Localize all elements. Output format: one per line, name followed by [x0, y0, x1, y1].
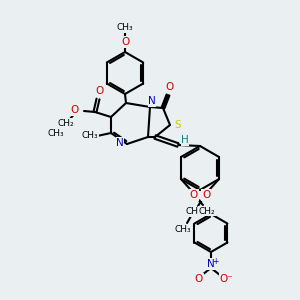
Text: O: O — [96, 86, 104, 96]
Text: CH₂: CH₂ — [58, 118, 74, 127]
Text: CH₂: CH₂ — [199, 206, 215, 215]
Text: O: O — [195, 274, 203, 284]
Text: O: O — [190, 190, 198, 200]
Text: N: N — [148, 96, 156, 106]
Text: CH₃: CH₃ — [117, 23, 133, 32]
Text: CH₂: CH₂ — [186, 208, 202, 217]
Text: CH₃: CH₃ — [48, 128, 64, 137]
Text: +: + — [212, 256, 218, 266]
Text: O: O — [165, 82, 173, 92]
Text: H: H — [181, 135, 189, 145]
Text: O: O — [71, 105, 79, 115]
Text: S: S — [175, 120, 181, 130]
Text: N: N — [116, 138, 124, 148]
Text: O: O — [202, 190, 210, 200]
Text: N: N — [207, 259, 215, 269]
Text: CH₃: CH₃ — [175, 224, 191, 233]
Text: O⁻: O⁻ — [219, 274, 233, 284]
Text: CH₃: CH₃ — [82, 131, 98, 140]
Text: O: O — [121, 37, 129, 47]
